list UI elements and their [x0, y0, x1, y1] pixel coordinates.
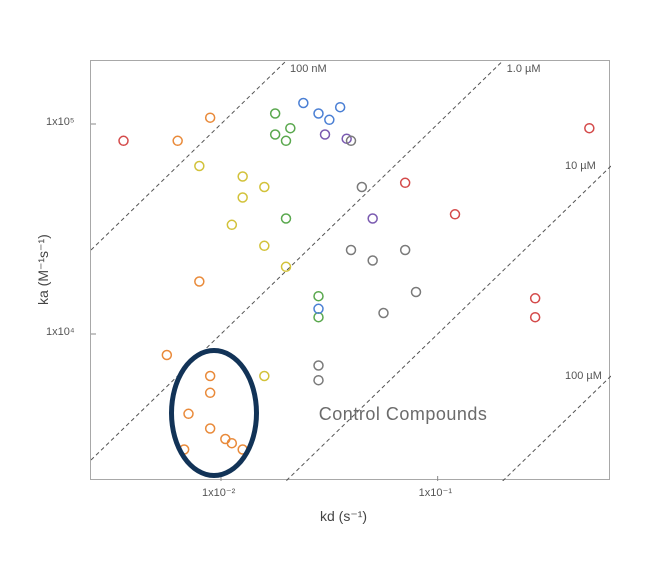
- data-point: [314, 292, 323, 301]
- annotation-ellipse: [169, 348, 259, 478]
- data-point: [299, 99, 308, 108]
- scatter-chart: 100 nM1.0 µM10 µM100 µM kd (s⁻¹) ka (M⁻¹…: [0, 0, 669, 566]
- data-point: [336, 103, 345, 112]
- data-point: [238, 172, 247, 181]
- x-axis-label: kd (s⁻¹): [320, 508, 367, 525]
- data-point: [379, 309, 388, 318]
- data-point: [451, 210, 460, 219]
- y-axis-label: ka (M⁻¹s⁻¹): [35, 234, 52, 305]
- data-point: [357, 183, 366, 192]
- data-point: [401, 246, 410, 255]
- data-point: [260, 372, 269, 381]
- data-point: [260, 241, 269, 250]
- data-point: [173, 136, 182, 145]
- x-tick-label: 1x10⁻¹: [419, 486, 452, 499]
- data-point: [368, 256, 377, 265]
- data-point: [314, 304, 323, 313]
- data-point: [347, 246, 356, 255]
- data-point: [195, 277, 204, 286]
- data-point: [585, 124, 594, 133]
- data-point: [271, 109, 280, 118]
- data-point: [401, 178, 410, 187]
- data-point: [206, 113, 215, 122]
- data-point: [321, 130, 330, 139]
- data-point: [271, 130, 280, 139]
- data-point: [282, 136, 291, 145]
- x-tick-label: 1x10⁻²: [202, 486, 235, 499]
- data-point: [238, 193, 247, 202]
- data-point: [314, 313, 323, 322]
- data-point: [195, 162, 204, 171]
- iso-affinity-line: [91, 61, 286, 250]
- iso-affinity-line: [286, 166, 611, 481]
- data-point: [412, 288, 421, 297]
- data-point: [260, 183, 269, 192]
- data-point: [314, 109, 323, 118]
- data-point: [531, 294, 540, 303]
- data-point: [325, 115, 334, 124]
- data-point: [119, 136, 128, 145]
- data-point: [162, 351, 171, 360]
- data-point: [531, 313, 540, 322]
- data-point: [282, 214, 291, 223]
- data-point: [282, 262, 291, 271]
- data-point: [227, 220, 236, 229]
- data-point: [368, 214, 377, 223]
- iso-affinity-line: [91, 61, 503, 460]
- data-point: [286, 124, 295, 133]
- iso-affinity-line: [503, 376, 611, 481]
- y-tick-label: 1x10⁵: [46, 116, 74, 128]
- y-tick-label: 1x10⁴: [46, 326, 75, 338]
- data-point: [314, 361, 323, 370]
- annotation-label: Control Compounds: [319, 404, 488, 425]
- data-point: [314, 376, 323, 385]
